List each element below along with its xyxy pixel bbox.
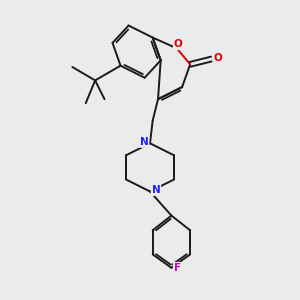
Text: O: O	[174, 39, 182, 49]
Text: N: N	[152, 185, 160, 195]
Text: O: O	[213, 53, 222, 63]
Text: F: F	[174, 263, 181, 273]
Text: N: N	[140, 137, 148, 147]
